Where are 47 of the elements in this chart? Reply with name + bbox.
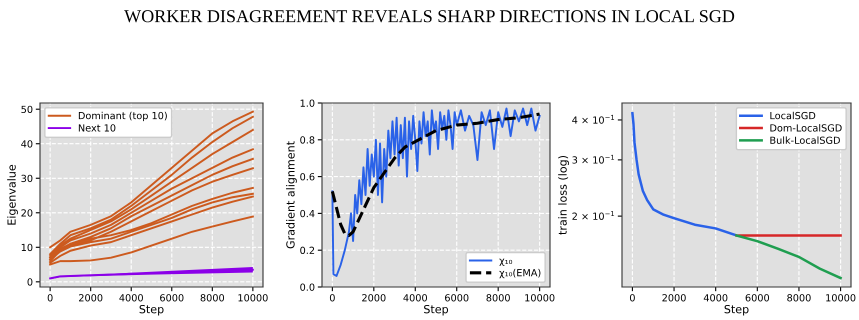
x-tick-label: 4000 [119, 294, 143, 302]
y-tick-label: 40 [21, 140, 32, 148]
y-tick-label: 0.8 [300, 136, 314, 144]
x-tick-label: 0 [48, 294, 53, 302]
x-tick-label: 10000 [238, 294, 268, 302]
y-tick-label: 20 [21, 209, 32, 217]
x-tick-label: 6000 [160, 294, 184, 302]
y-tick-label: 0 [28, 278, 32, 286]
x-axis-title: Step [140, 304, 164, 316]
x-tick-label: 2000 [79, 294, 102, 302]
y-tick-label: 0.2 [300, 246, 314, 254]
y-tick-label: 2 × 10$^{−1}$ [572, 211, 614, 220]
x-tick-label: 6000 [746, 294, 770, 302]
y-tick-label: 30 [21, 174, 32, 182]
legend-label: Dominant (top 10) [78, 112, 167, 122]
x-tick-label: 2000 [362, 294, 386, 302]
x-tick-label: 6000 [445, 294, 468, 302]
legend-label: χ₁₀ [499, 258, 512, 266]
x-axis-title: Step [424, 304, 448, 316]
y-tick-label: 0.4 [300, 210, 315, 218]
y-tick-label: 3 × 10$^{−1}$ [572, 154, 614, 164]
legend-label: Next 10 [78, 124, 116, 132]
x-tick-label: 10000 [826, 294, 856, 302]
y-axis-title: Gradient alignment [286, 141, 297, 248]
legend-label: Dom-LocalSGD [770, 124, 842, 132]
text: WORKER DISAGREEMENT REVEALS SHARP DIRECTIONS IN LOCAL SGD [124, 10, 734, 22]
x-tick-label: 4000 [403, 294, 427, 302]
legend-label: χ₁₀(EMA) [499, 268, 540, 278]
x-axis-title: Step [724, 304, 749, 316]
y-axis-title: Eigenvalue [7, 164, 18, 225]
y-tick-label: 0.0 [300, 283, 314, 291]
y-tick-label: 0.6 [300, 173, 314, 180]
x-tick-label: 8000 [486, 294, 510, 302]
x-tick-label: 8000 [787, 294, 811, 302]
y-tick-label: 10 [22, 244, 32, 252]
x-tick-label: 4000 [704, 294, 728, 302]
y-axis-title: train loss (log) [558, 156, 569, 235]
legend-label: LocalSGD [770, 112, 816, 120]
x-tick-label: 8000 [200, 294, 224, 302]
y-tick-label: 4 × 10$^{−1}$ [572, 114, 614, 124]
legend-label: Bulk-LocalSGD [770, 136, 840, 144]
y-tick-label: 50 [21, 106, 32, 114]
x-tick-label: 10000 [525, 294, 554, 302]
x-tick-label: 2000 [662, 294, 686, 302]
x-tick-label: 0 [630, 294, 635, 302]
x-tick-label: 0 [330, 294, 335, 302]
y-tick-label: 1.0 [300, 99, 314, 107]
